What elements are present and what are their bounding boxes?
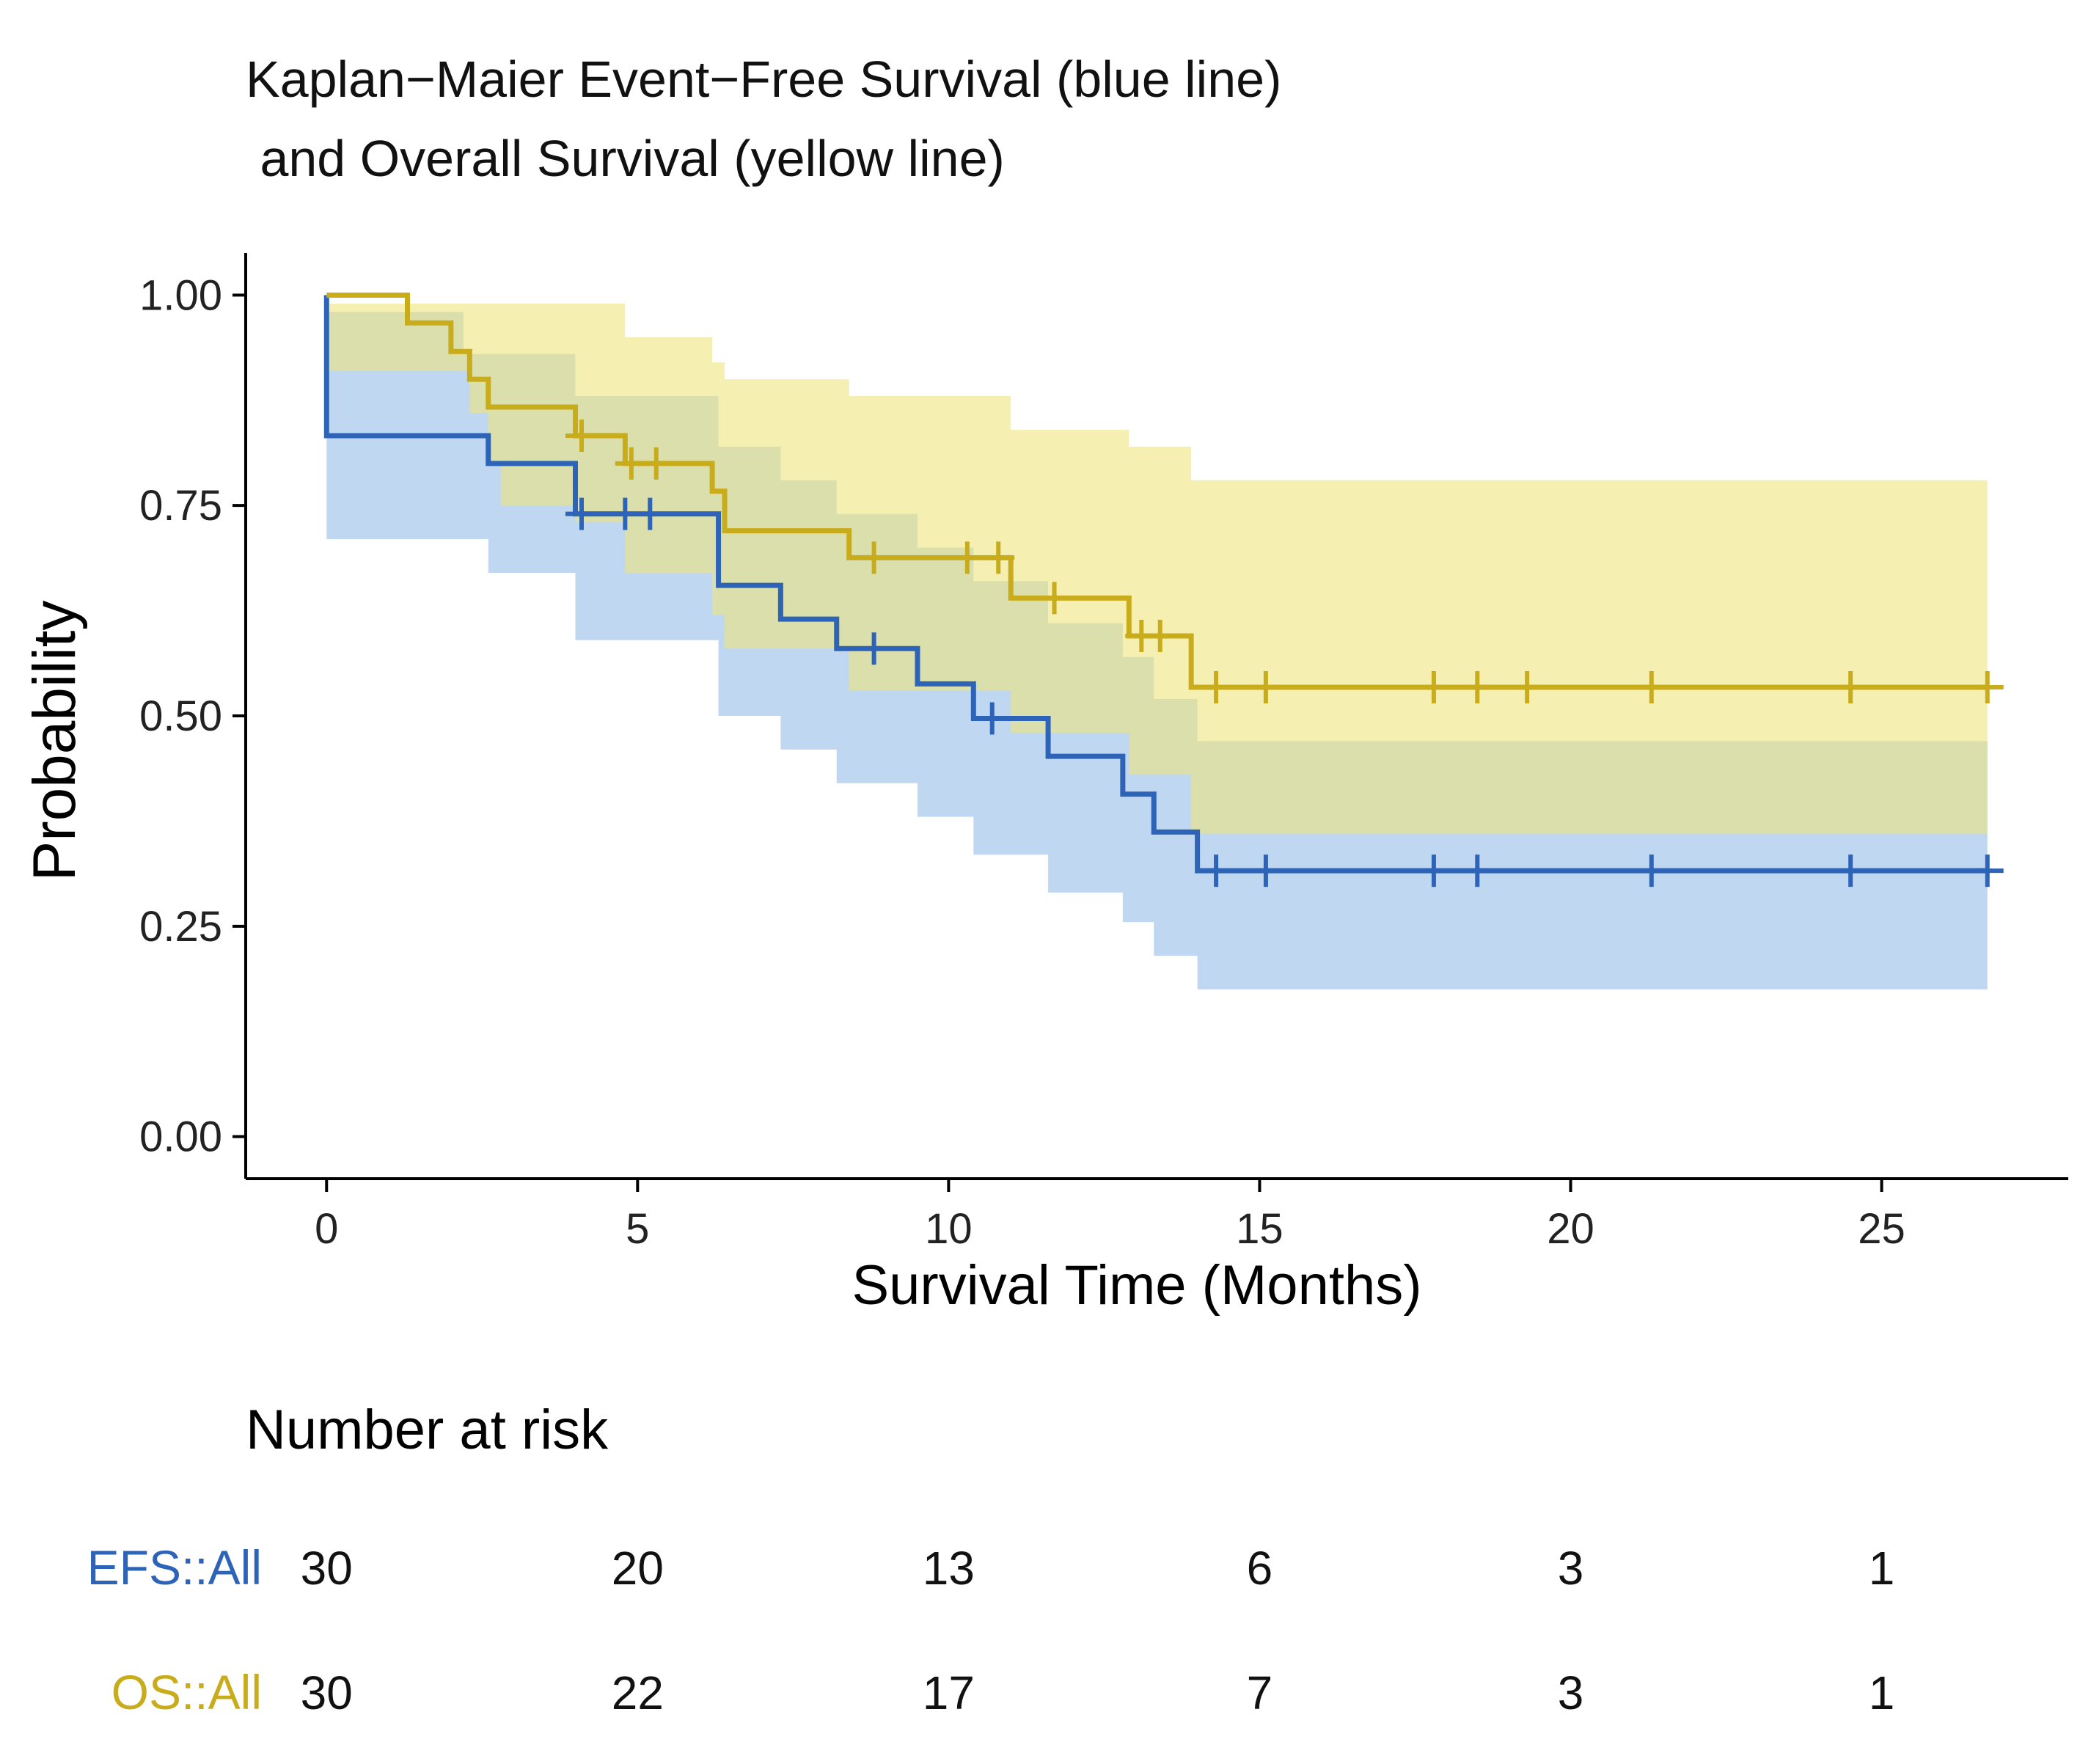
risk-row-label-efs: EFS::All	[87, 1540, 262, 1595]
risk-value-efs: 1	[1869, 1542, 1895, 1595]
y-tick-label: 0.50	[139, 692, 222, 740]
efs-censor-mark	[1200, 854, 1233, 888]
risk-value-efs: 30	[301, 1542, 353, 1595]
y-tick-label: 0.75	[139, 482, 222, 530]
risk-value-efs: 13	[923, 1542, 975, 1595]
axes: 0.00 0.25 0.50 0.75 1.00 0 5 10 15 20 25	[139, 253, 2068, 1253]
os-censor-mark	[1511, 670, 1544, 703]
risk-row-label-os: OS::All	[111, 1665, 262, 1719]
y-axis-label: Probability	[21, 601, 88, 882]
risk-value-efs: 3	[1558, 1542, 1584, 1595]
risk-value-efs: 6	[1247, 1542, 1273, 1595]
x-tick-label: 25	[1858, 1205, 1905, 1253]
risk-table-title: Number at risk	[246, 1399, 609, 1461]
risk-value-os: 3	[1558, 1666, 1584, 1719]
os-censor-mark	[1461, 670, 1494, 703]
y-tick-label: 0.00	[139, 1113, 222, 1161]
os-censor-mark	[1417, 670, 1450, 703]
efs-censor-mark	[1971, 854, 2004, 888]
chart-title-line-2: and Overall Survival (yellow line)	[246, 130, 1005, 187]
efs-censor-mark	[565, 497, 598, 530]
os-censor-mark	[1834, 670, 1867, 703]
os-censor-mark	[857, 541, 890, 574]
risk-table: EFS::All 30 20 13 6 3 1OS::All 30 22 17 7 3 1	[87, 1540, 1895, 1719]
os-censor-mark	[1971, 670, 2004, 703]
os-censor-mark	[640, 447, 673, 480]
plot-area	[323, 292, 2004, 989]
efs-censor-mark	[1417, 854, 1450, 888]
os-censor-mark	[1249, 670, 1282, 703]
efs-censor-mark	[1461, 854, 1494, 888]
os-censor-mark	[1635, 670, 1668, 703]
y-tick-label: 0.25	[139, 903, 222, 951]
os-censor-mark	[1200, 670, 1233, 703]
efs-censor-mark	[975, 702, 1008, 735]
risk-value-os: 30	[301, 1666, 353, 1719]
x-tick-label: 10	[925, 1205, 973, 1253]
x-axis-label: Survival Time (Months)	[852, 1254, 1421, 1317]
risk-value-os: 17	[923, 1666, 975, 1719]
os-ci-band	[326, 303, 1988, 834]
chart-title-line-1: Kaplan−Maier Event−Free Survival (blue l…	[246, 51, 1281, 108]
risk-value-os: 7	[1247, 1666, 1273, 1719]
efs-censor-mark	[1834, 854, 1867, 888]
x-tick-label: 20	[1547, 1205, 1594, 1253]
risk-value-os: 22	[612, 1666, 664, 1719]
chart-title: Kaplan−Maier Event−Free Survival (blue l…	[246, 51, 1281, 187]
risk-value-efs: 20	[612, 1542, 664, 1595]
efs-censor-mark	[1635, 854, 1668, 888]
efs-censor-mark	[857, 632, 890, 665]
risk-value-os: 1	[1869, 1666, 1895, 1719]
os-censor-mark	[982, 541, 1015, 574]
os-censor-mark	[951, 541, 984, 574]
efs-censor-mark	[1249, 854, 1282, 888]
x-tick-label: 5	[626, 1205, 649, 1253]
x-tick-label: 0	[315, 1205, 338, 1253]
os-censor-mark	[1143, 620, 1176, 653]
x-tick-label: 15	[1236, 1205, 1283, 1253]
y-tick-label: 1.00	[139, 271, 222, 319]
efs-censor-mark	[634, 497, 667, 530]
os-censor-mark	[1038, 582, 1071, 615]
os-censor-mark	[565, 419, 598, 452]
